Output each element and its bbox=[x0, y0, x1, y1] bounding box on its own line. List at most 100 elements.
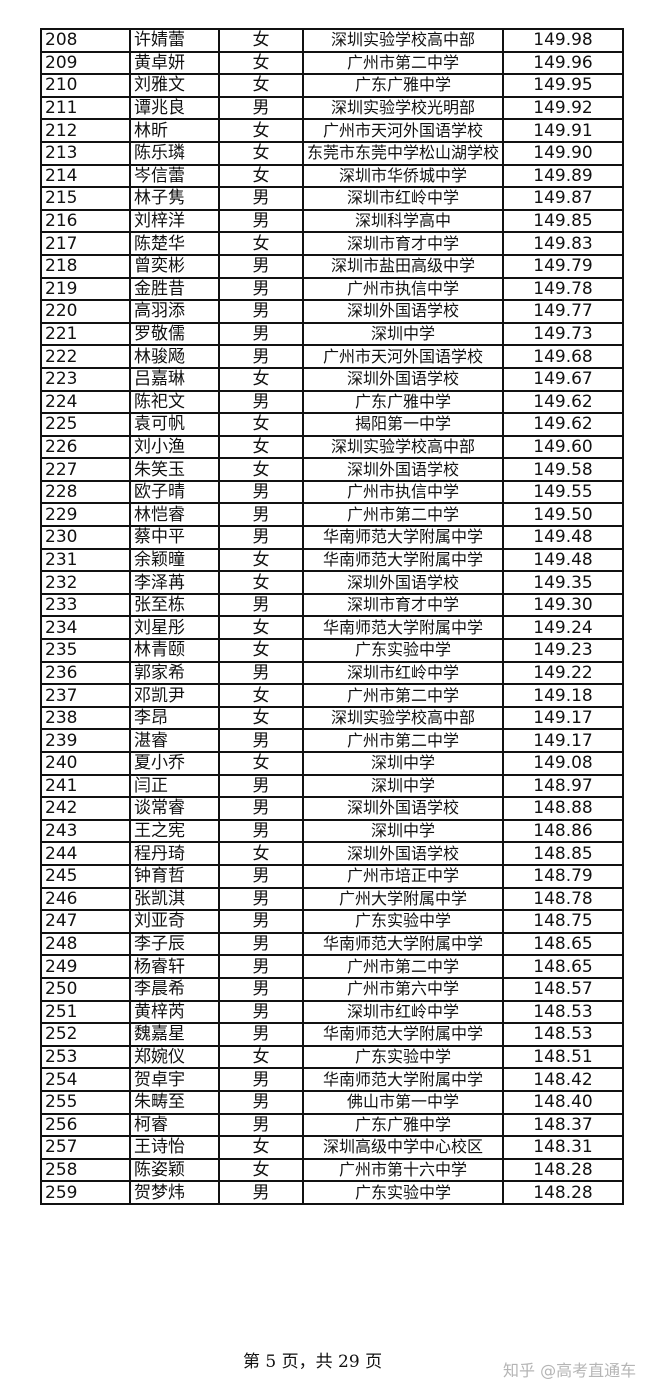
table-row: 222 林骏飏男广州市天河外国语学校 149.68 bbox=[40, 344, 624, 369]
name-cell: 蔡中平 bbox=[129, 525, 220, 550]
school-cell: 广州市天河外国语学校 bbox=[302, 118, 504, 143]
name-cell: 林青颐 bbox=[129, 638, 220, 663]
gender-cell: 女 bbox=[218, 140, 304, 166]
school-cell: 东莞市东莞中学松山湖学校 bbox=[302, 140, 504, 166]
score-cell: 148.28 bbox=[502, 1180, 624, 1205]
rank-cell: 213 bbox=[40, 140, 131, 166]
gender-cell: 女 bbox=[218, 366, 304, 392]
school-cell: 深圳中学 bbox=[302, 751, 504, 776]
gender-cell: 女 bbox=[218, 434, 304, 460]
rank-cell: 255 bbox=[40, 1089, 131, 1115]
name-cell: 刘梓洋 bbox=[129, 208, 220, 234]
score-cell: 149.08 bbox=[502, 751, 624, 776]
rank-cell: 218 bbox=[40, 253, 131, 279]
rank-cell: 242 bbox=[40, 796, 131, 821]
name-cell: 郑婉仪 bbox=[129, 1044, 220, 1070]
school-cell: 深圳中学 bbox=[302, 818, 504, 844]
table-row: 211 谭兆良男深圳实验学校光明部 149.92 bbox=[40, 95, 624, 121]
gender-cell: 男 bbox=[218, 299, 304, 324]
score-cell: 149.67 bbox=[502, 366, 624, 392]
school-cell: 深圳实验学校高中部 bbox=[302, 28, 504, 53]
school-cell: 广东广雅中学 bbox=[302, 73, 504, 98]
gender-cell: 女 bbox=[218, 50, 304, 76]
table-row: 252 魏嘉星男华南师范大学附属中学 148.53 bbox=[40, 1022, 624, 1047]
school-cell: 深圳高级中学中心校区 bbox=[302, 1135, 504, 1160]
name-cell: 黄梓芮 bbox=[129, 999, 220, 1025]
name-cell: 李昂 bbox=[129, 705, 220, 731]
gender-cell: 男 bbox=[218, 208, 304, 234]
rank-cell: 254 bbox=[40, 1067, 131, 1092]
school-cell: 揭阳第一中学 bbox=[302, 412, 504, 437]
gender-cell: 男 bbox=[218, 525, 304, 550]
rank-cell: 234 bbox=[40, 615, 131, 641]
school-cell: 华南师范大学附属中学 bbox=[302, 525, 504, 550]
gender-cell: 女 bbox=[218, 705, 304, 731]
score-cell: 148.65 bbox=[502, 954, 624, 979]
name-cell: 许婧蕾 bbox=[129, 28, 220, 53]
page-number: 第 5 页，共 29 页 bbox=[243, 1352, 383, 1372]
rank-cell: 244 bbox=[40, 841, 131, 866]
score-cell: 149.55 bbox=[502, 479, 624, 505]
name-cell: 张凯淇 bbox=[129, 886, 220, 912]
name-cell: 杨睿轩 bbox=[129, 954, 220, 979]
gender-cell: 女 bbox=[218, 231, 304, 256]
gender-cell: 男 bbox=[218, 818, 304, 844]
score-cell: 149.89 bbox=[502, 163, 624, 189]
school-cell: 华南师范大学附属中学 bbox=[302, 615, 504, 641]
school-cell: 深圳外国语学校 bbox=[302, 570, 504, 595]
name-cell: 金胜昔 bbox=[129, 276, 220, 302]
gender-cell: 女 bbox=[218, 1044, 304, 1070]
table-row: 258 陈姿颖女广州市第十六中学 148.28 bbox=[40, 1157, 624, 1183]
rank-cell: 239 bbox=[40, 728, 131, 753]
school-cell: 广州市第二中学 bbox=[302, 954, 504, 979]
score-cell: 149.85 bbox=[502, 208, 624, 234]
school-cell: 深圳外国语学校 bbox=[302, 796, 504, 821]
name-cell: 谈常睿 bbox=[129, 796, 220, 821]
rank-cell: 257 bbox=[40, 1135, 131, 1160]
rank-cell: 247 bbox=[40, 909, 131, 934]
score-cell: 148.85 bbox=[502, 841, 624, 866]
rank-cell: 231 bbox=[40, 547, 131, 573]
table-row: 257 王诗怡女深圳高级中学中心校区 148.31 bbox=[40, 1135, 624, 1160]
score-cell: 149.24 bbox=[502, 615, 624, 641]
score-cell: 149.60 bbox=[502, 434, 624, 460]
school-cell: 广州市第二中学 bbox=[302, 502, 504, 528]
school-cell: 广州市第十六中学 bbox=[302, 1157, 504, 1183]
rank-cell: 228 bbox=[40, 479, 131, 505]
score-cell: 149.77 bbox=[502, 299, 624, 324]
table-row: 224 陈祀文男广东广雅中学 149.62 bbox=[40, 389, 624, 415]
gender-cell: 男 bbox=[218, 1022, 304, 1047]
score-cell: 149.62 bbox=[502, 412, 624, 437]
table-row: 223 吕嘉琳女深圳外国语学校 149.67 bbox=[40, 366, 624, 392]
name-cell: 陈姿颖 bbox=[129, 1157, 220, 1183]
table-row: 215 林子隽男深圳市红岭中学 149.87 bbox=[40, 186, 624, 211]
name-cell: 魏嘉星 bbox=[129, 1022, 220, 1047]
school-cell: 广州市第二中学 bbox=[302, 728, 504, 753]
table-row: 248 李子辰男华南师范大学附属中学 148.65 bbox=[40, 931, 624, 957]
score-cell: 149.35 bbox=[502, 570, 624, 595]
rank-cell: 210 bbox=[40, 73, 131, 98]
gender-cell: 女 bbox=[218, 73, 304, 98]
name-cell: 张至栋 bbox=[129, 592, 220, 618]
school-cell: 深圳外国语学校 bbox=[302, 841, 504, 866]
rank-cell: 251 bbox=[40, 999, 131, 1025]
table-row: 250 李晨希男广州市第六中学 148.57 bbox=[40, 976, 624, 1002]
score-cell: 148.86 bbox=[502, 818, 624, 844]
name-cell: 王之宪 bbox=[129, 818, 220, 844]
school-cell: 广东实验中学 bbox=[302, 1044, 504, 1070]
name-cell: 岑信蕾 bbox=[129, 163, 220, 189]
rank-cell: 252 bbox=[40, 1022, 131, 1047]
table-row: 214 岑信蕾女深圳市华侨城中学 149.89 bbox=[40, 163, 624, 189]
table-row: 246 张凯淇男广州大学附属中学 148.78 bbox=[40, 886, 624, 912]
name-cell: 柯睿 bbox=[129, 1112, 220, 1138]
score-cell: 149.17 bbox=[502, 728, 624, 753]
school-cell: 华南师范大学附属中学 bbox=[302, 1022, 504, 1047]
table-row: 240 夏小乔女深圳中学 149.08 bbox=[40, 751, 624, 776]
rank-cell: 238 bbox=[40, 705, 131, 731]
gender-cell: 女 bbox=[218, 570, 304, 595]
school-cell: 深圳外国语学校 bbox=[302, 299, 504, 324]
score-cell: 149.95 bbox=[502, 73, 624, 98]
table-row: 251 黄梓芮男深圳市红岭中学 148.53 bbox=[40, 999, 624, 1025]
gender-cell: 女 bbox=[218, 683, 304, 708]
rank-cell: 259 bbox=[40, 1180, 131, 1205]
